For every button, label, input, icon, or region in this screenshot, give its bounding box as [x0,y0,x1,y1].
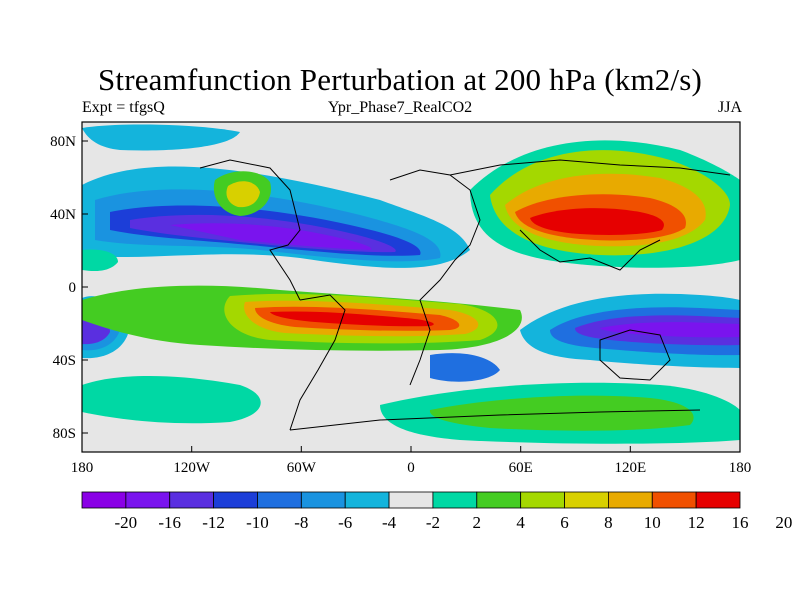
colorbar-swatch [169,491,215,509]
colorbar-label: 12 [688,513,705,532]
colorbar-label: -2 [426,513,440,532]
lon-tick-label: 120W [173,460,211,476]
lat-tick-label: 80S [53,426,76,442]
colorbar-label: 10 [644,513,661,532]
colorbar-label: 2 [473,513,482,532]
lon-axis: 180 120W 60W 0 60E 120E 180 [71,446,752,476]
lon-tick-label: 180 [71,460,94,476]
colorbar-swatch [81,491,127,509]
colorbar-swatch [608,491,653,509]
lat-tick-label: 40S [53,353,76,369]
colorbar-label: 20 [775,513,792,532]
colorbar: -20 -16 -12 -10 -8 -6 -4 -2 2 4 6 8 10 12 16 20 [81,491,792,532]
colorbar-label: -4 [382,513,397,532]
colorbar-label: -10 [246,513,269,532]
experiment-label: Expt = tfgsQ [82,99,165,116]
colorbar-swatch [695,491,741,509]
colorbar-label: 6 [560,513,569,532]
colorbar-swatch [257,491,302,509]
colorbar-swatch [432,491,478,509]
colorbar-swatch [213,491,258,509]
colorbar-label: 8 [604,513,613,532]
coastlines [199,159,731,431]
colorbar-label: -20 [115,513,138,532]
colorbar-label: 4 [516,513,525,532]
lon-tick-label: 60W [287,460,317,476]
colorbar-label: 16 [732,513,749,532]
colorbar-swatch [344,491,390,509]
colorbar-swatch [520,491,565,509]
colorbar-swatch [476,491,522,509]
colorbar-swatch [564,491,609,509]
lon-tick-label: 0 [407,460,415,476]
lat-axis: 80N 40N 0 40S 80S [50,134,88,442]
colorbar-swatch [300,491,346,509]
season-label: JJA [717,99,742,116]
colorbar-label: -12 [202,513,225,532]
colorbar-swatch [388,491,434,509]
lat-tick-label: 80N [50,134,76,150]
run-label: Ypr_Phase7_RealCO2 [327,99,473,116]
contour-field [82,122,740,452]
plot-title: Streamfunction Perturbation at 200 hPa (… [97,62,703,97]
lat-tick-label: 40N [50,207,76,223]
colorbar-label: -8 [294,513,308,532]
colorbar-swatch [125,491,171,509]
lon-tick-label: 60E [509,460,533,476]
colorbar-swatch [651,491,697,509]
colorbar-label: -16 [158,513,181,532]
colorbar-label: -6 [338,513,352,532]
lon-tick-label: 120E [614,460,646,476]
lat-tick-label: 0 [69,280,77,296]
lon-tick-label: 180 [729,460,752,476]
